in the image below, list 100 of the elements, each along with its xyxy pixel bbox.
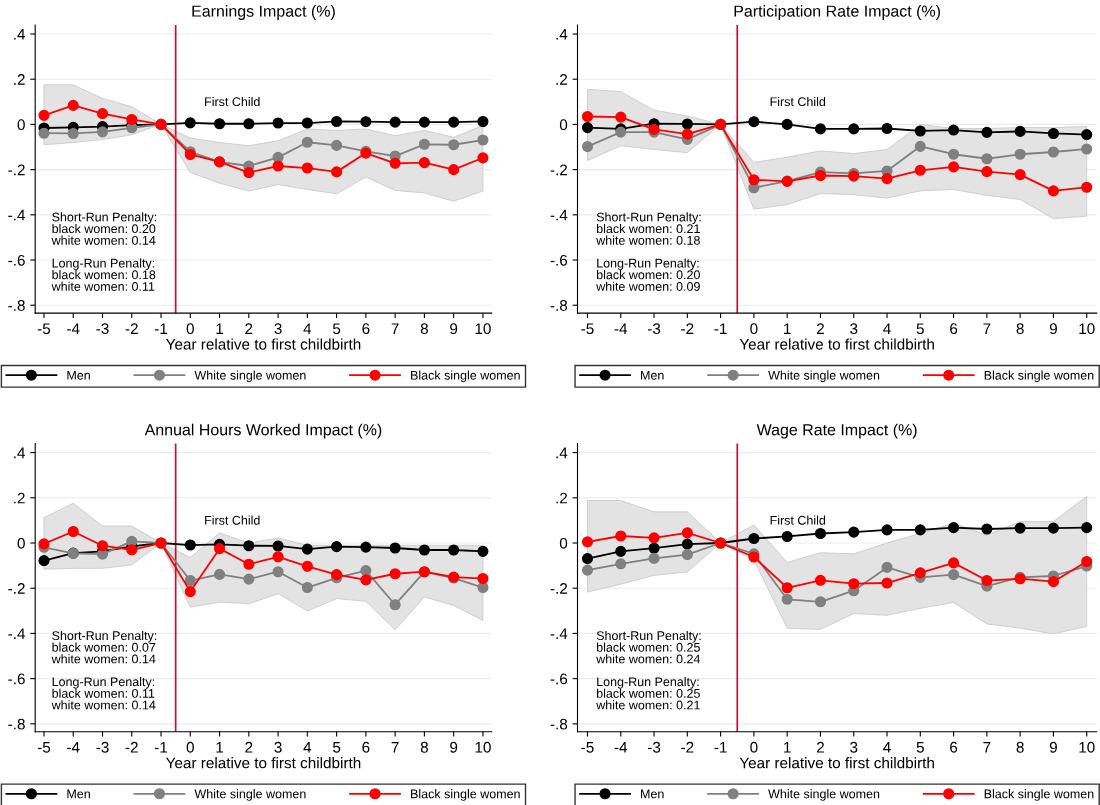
y-tick-label: .4 bbox=[14, 29, 26, 40]
x-tick-label: -1 bbox=[154, 742, 168, 753]
x-tick-label: -3 bbox=[647, 323, 661, 335]
y-tick-label: -.8 bbox=[8, 718, 25, 730]
x-tick-label: 2 bbox=[245, 741, 253, 753]
y-tick-label: .4 bbox=[556, 29, 568, 40]
x-tick-label: 8 bbox=[420, 741, 428, 753]
y-tick-label: .4 bbox=[14, 447, 26, 459]
legend-label: Black single women bbox=[984, 789, 1094, 801]
x-tick-label: 1 bbox=[784, 742, 791, 753]
x-tick-label: -5 bbox=[581, 323, 594, 335]
x-tick-label: 10 bbox=[1079, 323, 1095, 335]
legend-label: White single women bbox=[194, 370, 306, 383]
x-axis-title: Year relative to first childbirth bbox=[165, 338, 361, 350]
x-tick-label: -2 bbox=[125, 323, 138, 334]
annotation: Long-Run Penalty: black women: 0.11 white women: 0.14 bbox=[51, 676, 156, 710]
x-tick-label: 1 bbox=[216, 323, 224, 334]
y-tick-label: -.6 bbox=[550, 254, 568, 266]
legend-label: Men bbox=[641, 370, 664, 380]
x-tick-label: -4 bbox=[67, 742, 80, 753]
chart-title: Wage Rate Impact (%) bbox=[756, 423, 917, 439]
x-tick-label: 10 bbox=[475, 741, 491, 753]
annotation: Long-Run Penalty: black women: 0.25 white women: 0.21 bbox=[596, 676, 700, 710]
x-tick-label: 8 bbox=[1016, 741, 1024, 753]
x-tick-label: 5 bbox=[332, 323, 341, 335]
x-tick-label: -5 bbox=[37, 742, 51, 753]
x-tick-label: 0 bbox=[750, 323, 758, 335]
x-tick-label: 6 bbox=[362, 741, 370, 753]
y-tick-label: 0 bbox=[17, 537, 25, 549]
x-tick-label: 8 bbox=[420, 323, 428, 335]
x-tick-label: 5 bbox=[332, 742, 341, 753]
x-tick-label: 1 bbox=[216, 742, 224, 753]
x-tick-label: 0 bbox=[750, 741, 758, 753]
y-tick-label: -.2 bbox=[8, 583, 25, 594]
y-tick-label: -.4 bbox=[8, 628, 26, 639]
x-tick-label: 3 bbox=[850, 741, 858, 753]
legend-label: White single women bbox=[194, 789, 306, 801]
x-tick-label: -4 bbox=[614, 742, 628, 753]
annotation: First Child bbox=[770, 515, 826, 525]
x-tick-label: 7 bbox=[983, 742, 991, 753]
annotation: Short-Run Penalty: black women: 0.25 white women: 0.24 bbox=[596, 630, 701, 664]
x-tick-label: 3 bbox=[274, 323, 282, 335]
x-tick-label: -4 bbox=[67, 323, 80, 334]
chart-title: Participation Rate Impact (%) bbox=[734, 5, 940, 20]
y-tick-label: -.4 bbox=[8, 209, 26, 221]
y-tick-label: -.4 bbox=[550, 628, 568, 639]
x-tick-label: 9 bbox=[450, 741, 458, 753]
x-tick-label: -2 bbox=[681, 741, 694, 753]
legend-label: Men bbox=[641, 789, 664, 799]
y-tick-label: 0 bbox=[559, 119, 568, 131]
y-tick-label: .2 bbox=[14, 492, 25, 504]
legend-label: Black single women bbox=[411, 789, 520, 801]
x-axis-title: Year relative to first childbirth bbox=[739, 757, 934, 769]
x-tick-label: 5 bbox=[916, 323, 924, 335]
x-tick-label: -3 bbox=[96, 741, 109, 753]
annotation: First Child bbox=[205, 96, 260, 107]
x-tick-label: 6 bbox=[362, 323, 370, 335]
chart-title: Earnings Impact (%) bbox=[192, 5, 335, 20]
x-tick-label: 3 bbox=[274, 741, 282, 753]
x-axis-title: Year relative to first childbirth bbox=[739, 338, 934, 350]
annotation: Long-Run Penalty: black women: 0.20 white women: 0.09 bbox=[596, 258, 700, 291]
x-tick-label: 4 bbox=[303, 742, 312, 753]
x-tick-label: 3 bbox=[850, 323, 858, 335]
x-tick-label: -1 bbox=[714, 323, 727, 334]
x-tick-label: -5 bbox=[581, 742, 594, 753]
legend-label: Men bbox=[67, 789, 90, 799]
x-tick-label: -3 bbox=[647, 741, 661, 753]
y-tick-label: -.6 bbox=[8, 254, 25, 266]
legend-label: Black single women bbox=[411, 370, 520, 383]
y-tick-label: -.2 bbox=[550, 583, 568, 594]
chart-title: Annual Hours Worked Impact (%) bbox=[144, 423, 382, 439]
x-tick-label: 5 bbox=[916, 742, 924, 753]
y-tick-label: -.6 bbox=[8, 673, 25, 685]
y-tick-label: 0 bbox=[559, 537, 568, 549]
x-tick-label: 10 bbox=[1079, 741, 1095, 753]
x-tick-label: 7 bbox=[391, 323, 399, 334]
annotation: Short-Run Penalty: black women: 0.21 white women: 0.18 bbox=[596, 212, 701, 245]
x-tick-label: -2 bbox=[681, 323, 694, 334]
legend-label: White single women bbox=[768, 789, 880, 801]
x-tick-label: 2 bbox=[816, 741, 824, 753]
x-tick-label: 9 bbox=[1049, 741, 1057, 753]
x-tick-label: -1 bbox=[154, 323, 168, 334]
x-tick-label: -1 bbox=[714, 742, 727, 753]
y-tick-label: -.2 bbox=[550, 164, 568, 176]
y-tick-label: .2 bbox=[556, 74, 568, 85]
y-tick-label: 0 bbox=[17, 119, 25, 131]
y-tick-label: -.8 bbox=[550, 300, 568, 311]
annotation: First Child bbox=[205, 515, 260, 525]
x-tick-label: 0 bbox=[186, 741, 194, 753]
annotation: First Child bbox=[770, 96, 826, 107]
x-tick-label: 6 bbox=[950, 323, 958, 335]
y-tick-label: -.4 bbox=[550, 209, 568, 221]
x-tick-label: 8 bbox=[1016, 323, 1024, 335]
y-tick-label: -.8 bbox=[550, 718, 568, 730]
x-tick-label: -3 bbox=[96, 323, 109, 335]
x-tick-label: 4 bbox=[883, 323, 891, 334]
x-tick-label: 0 bbox=[186, 323, 194, 335]
x-tick-label: 2 bbox=[816, 323, 824, 334]
legend-label: Black single women bbox=[984, 370, 1094, 383]
legend-label: Men bbox=[67, 370, 90, 380]
